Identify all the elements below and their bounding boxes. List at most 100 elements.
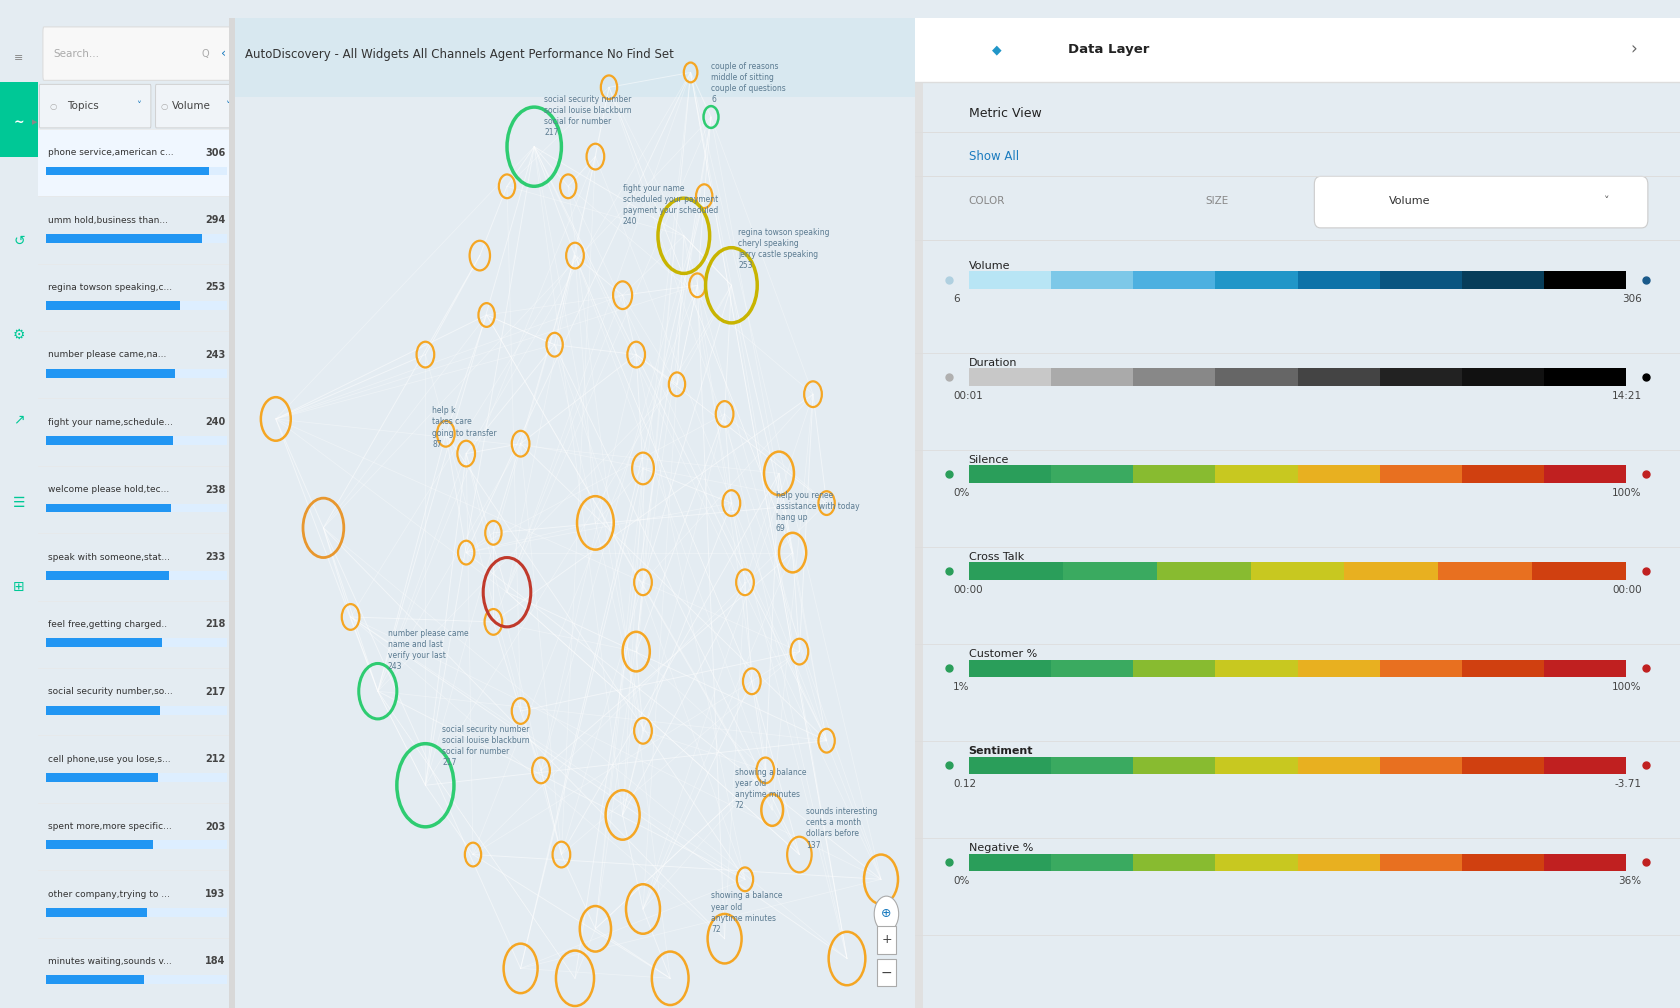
Text: showing a balance
year old
anytime minutes
72: showing a balance year old anytime minut… <box>734 768 806 810</box>
Text: ↗: ↗ <box>13 412 25 426</box>
Text: 233: 233 <box>205 552 225 562</box>
Text: 184: 184 <box>205 957 225 967</box>
Text: 14:21: 14:21 <box>1611 391 1641 401</box>
Bar <box>1215 271 1297 289</box>
Text: Negative %: Negative % <box>969 843 1033 853</box>
Bar <box>969 659 1050 677</box>
Text: 36%: 36% <box>1618 876 1641 886</box>
Bar <box>969 757 1050 774</box>
Bar <box>1379 757 1462 774</box>
Bar <box>1215 757 1297 774</box>
Bar <box>916 18 1680 83</box>
Text: sounds interesting
cents a month
dollars before
137: sounds interesting cents a month dollars… <box>806 807 877 850</box>
Bar <box>1544 854 1626 871</box>
Text: ~: ~ <box>13 116 24 128</box>
Text: Volume: Volume <box>171 101 210 111</box>
Text: minutes waiting,sounds v...: minutes waiting,sounds v... <box>47 957 171 966</box>
Text: ▶: ▶ <box>32 119 37 125</box>
Text: feel free,getting charged..: feel free,getting charged.. <box>47 620 166 629</box>
Text: phone service,american c...: phone service,american c... <box>47 148 173 157</box>
Bar <box>1532 562 1626 581</box>
Text: fight your name
scheduled your payment
payment your scheduled
240: fight your name scheduled your payment p… <box>623 183 717 226</box>
Bar <box>45 773 158 782</box>
Text: Customer %: Customer % <box>969 648 1037 658</box>
Bar <box>45 571 227 580</box>
Bar <box>1050 271 1132 289</box>
Text: Q: Q <box>202 48 210 58</box>
Text: ⊕: ⊕ <box>882 907 892 920</box>
Bar <box>1438 562 1532 581</box>
Text: +: + <box>880 933 892 947</box>
FancyBboxPatch shape <box>44 27 230 81</box>
Text: Volume: Volume <box>1389 197 1431 207</box>
Text: 00:00: 00:00 <box>953 586 983 596</box>
Bar <box>969 562 1062 581</box>
Text: 203: 203 <box>205 822 225 832</box>
FancyBboxPatch shape <box>156 85 234 128</box>
Text: 0%: 0% <box>953 876 969 886</box>
Bar <box>1544 659 1626 677</box>
Text: ↺: ↺ <box>13 234 25 248</box>
Bar <box>1215 466 1297 483</box>
Text: ›: › <box>1631 40 1638 58</box>
Text: 212: 212 <box>205 754 225 764</box>
Text: Silence: Silence <box>969 455 1010 465</box>
Bar <box>1379 854 1462 871</box>
Bar <box>45 841 227 850</box>
Text: 00:00: 00:00 <box>1613 586 1641 596</box>
Text: ○: ○ <box>50 102 57 111</box>
Text: ‹: ‹ <box>220 47 225 60</box>
Text: ⚙: ⚙ <box>13 328 25 342</box>
Bar <box>45 706 227 715</box>
Bar <box>969 369 1050 386</box>
Bar <box>45 638 161 647</box>
Bar <box>1215 369 1297 386</box>
Text: 193: 193 <box>205 889 225 899</box>
Bar <box>969 854 1050 871</box>
Text: 00:01: 00:01 <box>953 391 983 401</box>
Bar <box>1297 466 1379 483</box>
Text: 253: 253 <box>205 282 225 292</box>
Bar <box>45 706 160 715</box>
Text: regina towson speaking,c...: regina towson speaking,c... <box>47 283 171 292</box>
Text: ≡: ≡ <box>15 52 24 62</box>
Text: Duration: Duration <box>969 358 1016 368</box>
Bar <box>1050 659 1132 677</box>
Bar <box>1462 271 1544 289</box>
Text: 100%: 100% <box>1613 682 1641 692</box>
Text: spent more,more specific...: spent more,more specific... <box>47 823 171 832</box>
Text: speak with someone,stat...: speak with someone,stat... <box>47 552 170 561</box>
Text: COLOR: COLOR <box>969 197 1005 207</box>
Bar <box>1250 562 1344 581</box>
Text: welcome please hold,tec...: welcome please hold,tec... <box>47 485 170 494</box>
Bar <box>235 18 916 97</box>
Bar <box>45 166 227 175</box>
Text: number please came,na...: number please came,na... <box>47 351 166 360</box>
Text: 1%: 1% <box>953 682 969 692</box>
Text: Volume: Volume <box>969 260 1010 270</box>
Text: ◆: ◆ <box>991 43 1001 56</box>
Text: SIZE: SIZE <box>1206 197 1230 207</box>
Text: regina towson speaking
cheryl speaking
jerry castle speaking
253: regina towson speaking cheryl speaking j… <box>738 228 830 270</box>
Bar <box>1544 369 1626 386</box>
Text: number please came
name and last
verify your last
243: number please came name and last verify … <box>388 629 469 671</box>
Text: help you renee
assistance with today
hang up
69: help you renee assistance with today han… <box>776 491 858 533</box>
Bar <box>1297 854 1379 871</box>
Bar <box>45 976 144 984</box>
Text: ˅: ˅ <box>136 101 141 111</box>
Bar <box>45 908 148 917</box>
Text: 6: 6 <box>953 294 959 304</box>
Bar <box>1462 854 1544 871</box>
Text: AutoDiscovery - All Widgets All Channels Agent Performance No Find Set: AutoDiscovery - All Widgets All Channels… <box>245 48 674 61</box>
Bar <box>39 129 235 197</box>
Text: −: − <box>880 966 892 980</box>
Text: Search...: Search... <box>54 48 99 58</box>
Bar <box>1544 271 1626 289</box>
Text: 218: 218 <box>205 620 225 629</box>
Text: -3.71: -3.71 <box>1614 779 1641 789</box>
Text: fight your name,schedule...: fight your name,schedule... <box>47 417 173 426</box>
Bar <box>45 301 180 310</box>
Bar <box>1132 757 1215 774</box>
Bar <box>45 234 227 243</box>
Bar <box>45 234 202 243</box>
